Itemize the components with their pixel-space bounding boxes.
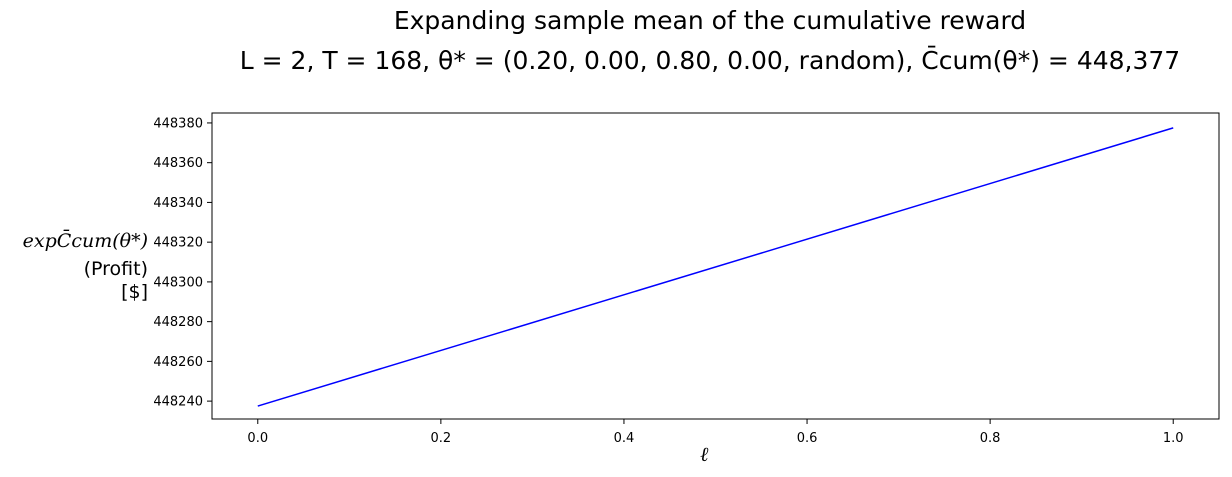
x-tick-label: 0.6 [797,431,818,446]
x-tick-label: 0.2 [431,431,452,446]
plot-area-frame [211,112,1220,420]
y-axis-ticks: 448240 448260 448280 448300 448320 448340 4483… [153,116,212,410]
chart-title-line-2: L = 2, T = 168, θ* = (0.20, 0.00, 0.80, … [239,46,1181,75]
y-tick-label: 448260 [153,355,203,370]
y-tick-label: 448320 [153,236,203,251]
series-line-0 [257,127,1174,407]
y-tick-label: 448240 [153,395,203,410]
x-tick-label: 0.8 [980,431,1001,446]
x-tick-label: 0.0 [247,431,268,446]
y-tick-label: 448300 [153,275,203,290]
series-layer [257,127,1174,407]
y-tick-label: 448360 [153,156,203,171]
y-tick-label: 448280 [153,315,203,330]
x-tick-label: 0.4 [614,431,635,446]
chart-title-line-1: Expanding sample mean of the cumulative … [393,6,1027,35]
y-tick-label: 448340 [153,196,203,211]
x-tick-label: 1.0 [1163,431,1184,446]
y-tick-label: 448380 [153,116,203,131]
y-axis-label-line-1: expC̄cum(θ*) [22,230,148,252]
y-axis-label-line-2: (Profit) [83,258,148,280]
x-axis-label: ℓ [700,442,709,466]
x-axis-ticks: 0.0 0.2 0.4 0.6 0.8 1.0 [247,419,1184,446]
y-axis-label-line-3: [$] [121,281,148,303]
